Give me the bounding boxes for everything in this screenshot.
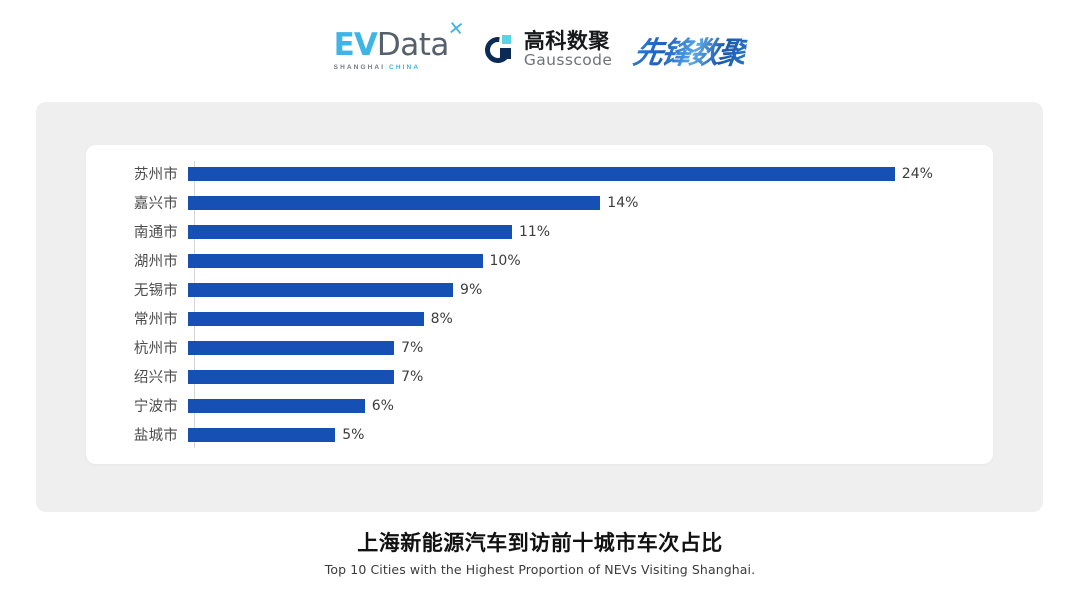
bar — [188, 282, 454, 297]
evdata-tagline: SHANGHAI CHINA — [334, 64, 420, 71]
evdata-ev-text: EV — [333, 26, 378, 63]
evdata-x-icon: ✕ — [446, 17, 465, 41]
bar-value-label: 7% — [401, 339, 424, 356]
bar-row: 盐城市 5% — [86, 420, 993, 449]
bar-value-label: 11% — [518, 223, 551, 240]
bar-value-label: 5% — [342, 426, 365, 443]
bar-container: 7% — [186, 333, 993, 362]
gausscode-chinese-name: 高科数聚 — [523, 29, 610, 54]
bar-container: 8% — [186, 304, 993, 333]
category-label: 湖州市 — [133, 254, 178, 270]
category-label: 宁波市 — [133, 399, 178, 415]
bar-chart: 苏州市 24% 嘉兴市 14% 南通市 11% 湖州市 10% 无锡市 9% 常州市 8% 杭州市 7% 绍… — [86, 145, 993, 464]
bar-value-label: 14% — [607, 194, 639, 211]
gausscode-cyan-square-shape — [501, 35, 511, 44]
chart-plot-area: 苏州市 24% 嘉兴市 14% 南通市 11% 湖州市 10% 无锡市 9% 常州市 8% 杭州市 7% 绍… — [86, 153, 993, 453]
bar-row: 嘉兴市 14% — [86, 188, 993, 217]
category-label: 嘉兴市 — [133, 196, 178, 212]
bar — [188, 253, 483, 268]
bar — [188, 427, 336, 442]
category-label: 常州市 — [133, 312, 178, 328]
evdata-logo: EV Data ✕ SHANGHAI CHINA — [333, 18, 465, 71]
bar-value-label: 6% — [371, 397, 394, 414]
bar — [188, 398, 365, 413]
bar — [188, 195, 601, 210]
caption-subtitle: Top 10 Cities with the Highest Proportio… — [324, 562, 756, 578]
bar-container: 5% — [186, 420, 993, 449]
logo-bar: EV Data ✕ SHANGHAI CHINA 高科数聚 Gausscode 先… — [0, 18, 1080, 78]
bar-row: 宁波市 6% — [86, 391, 993, 420]
bar-container: 10% — [186, 246, 993, 275]
bar-value-label: 7% — [401, 368, 424, 385]
evdata-data-text: Data — [376, 26, 450, 63]
gausscode-dark-square-shape — [499, 48, 511, 59]
category-label: 苏州市 — [133, 167, 178, 183]
gausscode-wordmark: 高科数聚 Gausscode — [524, 31, 612, 69]
bar-row: 绍兴市 7% — [86, 362, 993, 391]
gausscode-english-name: Gausscode — [523, 51, 613, 70]
bar-value-label: 24% — [901, 165, 933, 182]
chart-caption: 上海新能源汽车到访前十城市车次占比 Top 10 Cities with the… — [0, 530, 1080, 577]
bar-value-label: 8% — [430, 310, 453, 327]
category-label: 南通市 — [133, 225, 178, 241]
bar-row: 苏州市 24% — [86, 159, 993, 188]
bar-row: 湖州市 10% — [86, 246, 993, 275]
category-axis-line — [194, 161, 195, 448]
bar — [188, 369, 395, 384]
bar-row: 杭州市 7% — [86, 333, 993, 362]
evdata-tagline-shanghai: SHANGHAI — [333, 63, 390, 71]
bar-row: 南通市 11% — [86, 217, 993, 246]
xianfeng-shuju-logo: 先锋数聚 — [631, 28, 750, 72]
category-label: 杭州市 — [133, 341, 178, 357]
bar-row: 无锡市 9% — [86, 275, 993, 304]
category-label: 无锡市 — [133, 283, 178, 299]
category-label: 绍兴市 — [133, 370, 178, 386]
bar-container: 7% — [186, 362, 993, 391]
bar-value-label: 9% — [460, 281, 483, 298]
bar — [188, 311, 424, 326]
bar — [188, 166, 895, 181]
bar-container: 11% — [186, 217, 993, 246]
caption-title: 上海新能源汽车到访前十城市车次占比 — [357, 531, 723, 555]
evdata-wordmark: EV Data ✕ — [333, 18, 465, 63]
bar-row: 常州市 8% — [86, 304, 993, 333]
bar — [188, 224, 512, 239]
bar-container: 14% — [186, 188, 993, 217]
gausscode-logo: 高科数聚 Gausscode — [479, 31, 612, 69]
bar-container: 24% — [186, 159, 993, 188]
bar-container: 9% — [186, 275, 993, 304]
gausscode-mark-icon — [479, 31, 517, 69]
bar-container: 6% — [186, 391, 993, 420]
category-label: 盐城市 — [133, 428, 178, 444]
evdata-tagline-china: CHINA — [389, 63, 421, 71]
bar — [188, 340, 395, 355]
bar-value-label: 10% — [489, 252, 521, 269]
